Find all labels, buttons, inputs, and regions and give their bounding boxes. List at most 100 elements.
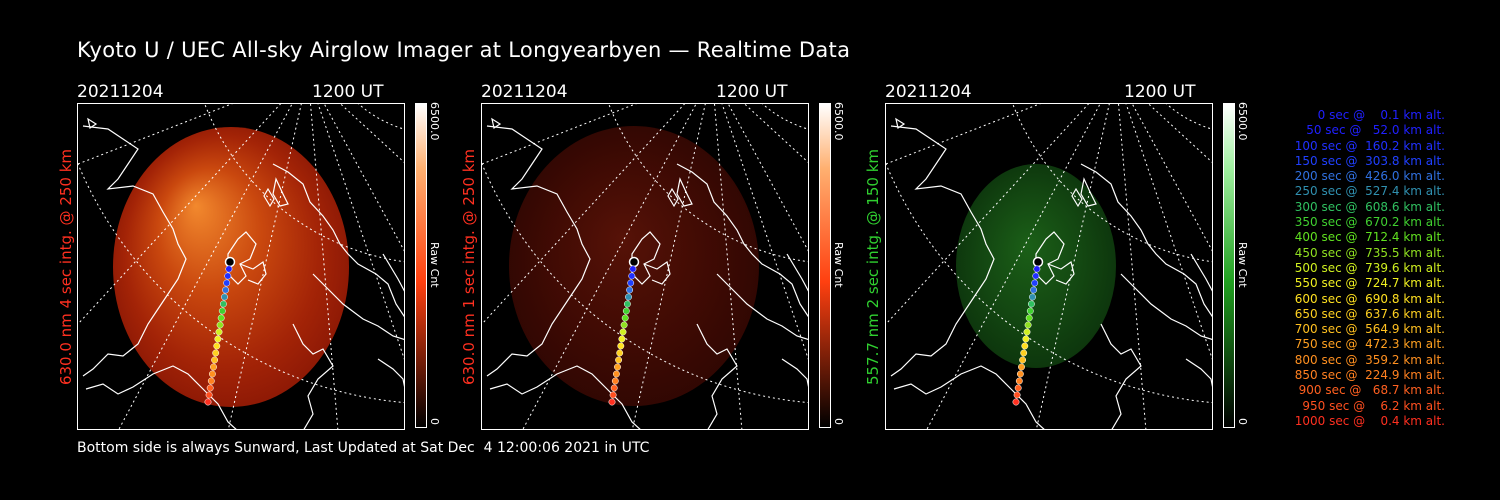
coastline xyxy=(781,358,808,388)
trajectory-dot xyxy=(218,307,226,315)
trajectory-dot xyxy=(1024,321,1032,329)
latitude-circle xyxy=(1165,104,1212,130)
trajectory-dot xyxy=(225,265,233,273)
panel-2-ylabel: 630.0 nm 1 sec intg. @ 250 km xyxy=(460,148,478,386)
panel-1-cbar-unit: Raw Cnt xyxy=(428,242,441,288)
trajectory-dot xyxy=(224,256,236,268)
latitude-circle xyxy=(761,104,808,130)
trajectory-dot xyxy=(1013,391,1021,399)
trajectory-dot xyxy=(224,272,232,280)
trajectory-dot xyxy=(610,384,618,392)
meridian-line xyxy=(227,104,302,429)
coastline xyxy=(312,273,404,341)
coastline xyxy=(292,323,334,429)
island-outline xyxy=(1047,261,1075,285)
trajectory-dot xyxy=(620,321,628,329)
trajectory-dot xyxy=(611,377,619,385)
legend-entry: 450 sec @ 735.5 km alt. xyxy=(1290,245,1445,260)
island-outline xyxy=(239,261,267,285)
trajectory-dot xyxy=(204,398,212,406)
panel-2-cbar-max: 6500.0 xyxy=(832,102,845,141)
coastline xyxy=(786,253,808,292)
coastline xyxy=(486,125,591,377)
trajectory-dot xyxy=(1020,349,1028,357)
panel-3-colorbar xyxy=(1223,103,1235,428)
trajectory-dot xyxy=(609,391,617,399)
coastline xyxy=(382,253,404,292)
coastline xyxy=(377,358,404,388)
trajectory-dot xyxy=(608,398,616,406)
coastline xyxy=(1185,358,1212,388)
meridian-line xyxy=(1131,104,1212,252)
panel-3-cbar-unit: Raw Cnt xyxy=(1236,242,1249,288)
panel-2-date: 20211204 xyxy=(481,82,568,102)
trajectory-dot xyxy=(1015,377,1023,385)
trajectory-dot xyxy=(1021,342,1029,350)
meridian-line xyxy=(339,104,404,163)
trajectory-dot xyxy=(216,321,224,329)
trajectory-dot xyxy=(615,356,623,364)
trajectory-dot xyxy=(1016,370,1024,378)
meridian-line xyxy=(743,104,808,163)
island-outline xyxy=(87,117,98,129)
coastline xyxy=(1080,163,1212,318)
trajectory-dot xyxy=(205,391,213,399)
legend-entry: 850 sec @ 224.9 km alt. xyxy=(1290,368,1445,383)
panel-3-date: 20211204 xyxy=(885,82,972,102)
legend-entry: 0 sec @ 0.1 km alt. xyxy=(1306,108,1445,122)
trajectory-dot xyxy=(628,256,640,268)
trajectory-dot xyxy=(1027,300,1035,308)
island-outline xyxy=(895,117,906,129)
island-outline xyxy=(272,177,289,207)
svalbard-outline xyxy=(227,231,257,285)
trajectory-dot xyxy=(1030,286,1038,294)
latitude-circle xyxy=(357,104,404,130)
island-outline xyxy=(1071,187,1083,208)
footer-status: Bottom side is always Sunward, Last Upda… xyxy=(77,440,650,456)
trajectory-dot xyxy=(629,265,637,273)
island-outline xyxy=(263,187,275,208)
trajectory-dot xyxy=(1032,272,1040,280)
meridian-line xyxy=(727,104,808,252)
trajectory-dot xyxy=(612,370,620,378)
svalbard-outline xyxy=(631,231,661,285)
meridian-line xyxy=(323,104,404,252)
coastline xyxy=(716,273,808,341)
meridian-line xyxy=(721,104,808,360)
trajectory-dot xyxy=(622,307,630,315)
trajectory-dot xyxy=(207,377,215,385)
legend-entry: 650 sec @ 637.6 km alt. xyxy=(1290,306,1445,321)
coastline xyxy=(1100,323,1142,429)
legend-entry: 500 sec @ 739.6 km alt. xyxy=(1290,260,1445,275)
island-outline xyxy=(643,261,671,285)
meridian-line xyxy=(78,104,282,325)
coastline xyxy=(85,365,237,429)
trajectory-dot xyxy=(1022,335,1030,343)
trajectory-dot xyxy=(1029,293,1036,301)
trajectory-dot xyxy=(628,272,636,280)
panel-2-svg xyxy=(482,104,808,429)
panel-3-image xyxy=(885,103,1213,430)
panel-2-time: 1200 UT xyxy=(716,82,788,102)
legend-entry: 50 sec @ 52.0 km alt. xyxy=(1298,123,1445,138)
trajectory-dot xyxy=(223,279,231,287)
trajectory-dot xyxy=(1012,398,1020,406)
trajectory-dot xyxy=(619,328,627,336)
trajectory-dot xyxy=(1031,279,1039,287)
panel-3-ylabel: 557.7 nm 2 sec intg. @ 150 km xyxy=(864,148,882,386)
panel-2-image xyxy=(481,103,809,430)
trajectory-dot xyxy=(623,300,631,308)
legend-entry: 550 sec @ 724.7 km alt. xyxy=(1290,276,1445,291)
trajectory-dot xyxy=(1026,307,1034,315)
meridian-line xyxy=(1118,104,1147,429)
trajectory-dot xyxy=(217,314,225,322)
trajectory-dot xyxy=(616,349,624,357)
trajectory-dot xyxy=(219,300,227,308)
meridian-line xyxy=(482,104,686,325)
meridian-line xyxy=(886,104,1090,325)
panel-1-image xyxy=(77,103,405,430)
meridian-line xyxy=(886,104,1041,165)
svalbard-outline xyxy=(1035,231,1065,285)
legend-entry: 950 sec @ 6.2 km alt. xyxy=(1298,398,1445,413)
